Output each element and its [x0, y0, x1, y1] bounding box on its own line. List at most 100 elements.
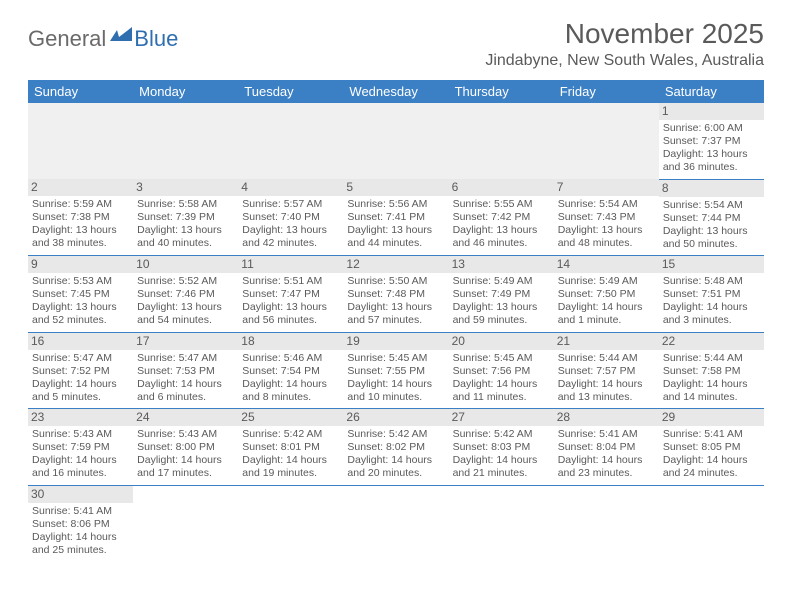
calendar-day-cell: 3Sunrise: 5:58 AMSunset: 7:39 PMDaylight… [133, 179, 238, 256]
daylight-text: and 48 minutes. [558, 237, 655, 250]
weekday-header: Thursday [449, 80, 554, 103]
sunrise-text: Sunrise: 5:57 AM [242, 198, 339, 211]
daylight-text: Daylight: 13 hours [32, 301, 129, 314]
calendar-day-cell [554, 103, 659, 179]
daylight-text: and 40 minutes. [137, 237, 234, 250]
weekday-header: Saturday [659, 80, 764, 103]
day-number: 17 [133, 333, 238, 350]
calendar-day-cell: 29Sunrise: 5:41 AMSunset: 8:05 PMDayligh… [659, 409, 764, 486]
sunset-text: Sunset: 7:50 PM [558, 288, 655, 301]
daylight-text: Daylight: 14 hours [453, 378, 550, 391]
day-number: 7 [554, 179, 659, 196]
daylight-text: Daylight: 14 hours [242, 378, 339, 391]
flag-icon [110, 27, 132, 45]
sunrise-text: Sunrise: 5:43 AM [32, 428, 129, 441]
daylight-text: Daylight: 14 hours [242, 454, 339, 467]
calendar-day-cell [449, 485, 554, 561]
sunset-text: Sunset: 7:58 PM [663, 365, 760, 378]
calendar-day-cell [28, 103, 133, 179]
daylight-text: and 6 minutes. [137, 391, 234, 404]
sunrise-text: Sunrise: 5:41 AM [663, 428, 760, 441]
daylight-text: Daylight: 14 hours [453, 454, 550, 467]
calendar-day-cell: 16Sunrise: 5:47 AMSunset: 7:52 PMDayligh… [28, 332, 133, 409]
calendar-day-cell [133, 103, 238, 179]
sunrise-text: Sunrise: 5:48 AM [663, 275, 760, 288]
day-number: 10 [133, 256, 238, 273]
daylight-text: and 5 minutes. [32, 391, 129, 404]
calendar-day-cell: 5Sunrise: 5:56 AMSunset: 7:41 PMDaylight… [343, 179, 448, 256]
sunset-text: Sunset: 7:43 PM [558, 211, 655, 224]
daylight-text: and 59 minutes. [453, 314, 550, 327]
calendar-day-cell: 10Sunrise: 5:52 AMSunset: 7:46 PMDayligh… [133, 256, 238, 333]
daylight-text: and 24 minutes. [663, 467, 760, 480]
sunset-text: Sunset: 7:54 PM [242, 365, 339, 378]
daylight-text: Daylight: 14 hours [347, 378, 444, 391]
sunset-text: Sunset: 7:57 PM [558, 365, 655, 378]
calendar-day-cell: 23Sunrise: 5:43 AMSunset: 7:59 PMDayligh… [28, 409, 133, 486]
daylight-text: Daylight: 13 hours [242, 224, 339, 237]
day-number: 9 [28, 256, 133, 273]
daylight-text: Daylight: 14 hours [137, 454, 234, 467]
weekday-header-row: SundayMondayTuesdayWednesdayThursdayFrid… [28, 80, 764, 103]
sunrise-text: Sunrise: 5:50 AM [347, 275, 444, 288]
day-number: 2 [28, 179, 133, 196]
calendar-day-cell: 1Sunrise: 6:00 AMSunset: 7:37 PMDaylight… [659, 103, 764, 179]
sunrise-text: Sunrise: 5:42 AM [453, 428, 550, 441]
sunset-text: Sunset: 7:40 PM [242, 211, 339, 224]
calendar-day-cell [554, 485, 659, 561]
weekday-header: Wednesday [343, 80, 448, 103]
calendar-day-cell: 28Sunrise: 5:41 AMSunset: 8:04 PMDayligh… [554, 409, 659, 486]
daylight-text: Daylight: 14 hours [137, 378, 234, 391]
daylight-text: Daylight: 14 hours [32, 531, 129, 544]
sunset-text: Sunset: 7:55 PM [347, 365, 444, 378]
daylight-text: and 11 minutes. [453, 391, 550, 404]
calendar-day-cell [343, 103, 448, 179]
sunrise-text: Sunrise: 5:55 AM [453, 198, 550, 211]
day-number: 6 [449, 179, 554, 196]
daylight-text: and 44 minutes. [347, 237, 444, 250]
calendar-day-cell [659, 485, 764, 561]
sunset-text: Sunset: 7:56 PM [453, 365, 550, 378]
day-number: 21 [554, 333, 659, 350]
daylight-text: Daylight: 13 hours [347, 224, 444, 237]
sunset-text: Sunset: 8:03 PM [453, 441, 550, 454]
logo: General Blue [28, 26, 178, 52]
daylight-text: and 56 minutes. [242, 314, 339, 327]
calendar-week-row: 30Sunrise: 5:41 AMSunset: 8:06 PMDayligh… [28, 485, 764, 561]
calendar-table: SundayMondayTuesdayWednesdayThursdayFrid… [28, 80, 764, 561]
sunrise-text: Sunrise: 5:53 AM [32, 275, 129, 288]
calendar-day-cell: 11Sunrise: 5:51 AMSunset: 7:47 PMDayligh… [238, 256, 343, 333]
day-number: 14 [554, 256, 659, 273]
weekday-header: Monday [133, 80, 238, 103]
day-number: 22 [659, 333, 764, 350]
calendar-day-cell [133, 485, 238, 561]
day-number: 15 [659, 256, 764, 273]
daylight-text: and 3 minutes. [663, 314, 760, 327]
sunrise-text: Sunrise: 5:47 AM [32, 352, 129, 365]
sunrise-text: Sunrise: 5:59 AM [32, 198, 129, 211]
daylight-text: and 36 minutes. [663, 161, 760, 174]
calendar-day-cell [449, 103, 554, 179]
sunrise-text: Sunrise: 5:46 AM [242, 352, 339, 365]
sunset-text: Sunset: 7:44 PM [663, 212, 760, 225]
daylight-text: Daylight: 13 hours [137, 301, 234, 314]
calendar-week-row: 1Sunrise: 6:00 AMSunset: 7:37 PMDaylight… [28, 103, 764, 179]
day-number: 8 [659, 180, 764, 197]
daylight-text: and 13 minutes. [558, 391, 655, 404]
calendar-day-cell: 6Sunrise: 5:55 AMSunset: 7:42 PMDaylight… [449, 179, 554, 256]
day-number: 16 [28, 333, 133, 350]
calendar-day-cell: 9Sunrise: 5:53 AMSunset: 7:45 PMDaylight… [28, 256, 133, 333]
sunset-text: Sunset: 7:53 PM [137, 365, 234, 378]
daylight-text: and 21 minutes. [453, 467, 550, 480]
daylight-text: and 25 minutes. [32, 544, 129, 557]
daylight-text: Daylight: 14 hours [663, 454, 760, 467]
sunset-text: Sunset: 8:01 PM [242, 441, 339, 454]
daylight-text: Daylight: 14 hours [558, 378, 655, 391]
day-number: 12 [343, 256, 448, 273]
daylight-text: Daylight: 14 hours [32, 378, 129, 391]
sunrise-text: Sunrise: 5:44 AM [558, 352, 655, 365]
sunset-text: Sunset: 7:47 PM [242, 288, 339, 301]
calendar-day-cell: 21 Sunrise: 5:44 AMSunset: 7:57 PMDayligh… [554, 332, 659, 409]
calendar-day-cell [343, 485, 448, 561]
daylight-text: and 42 minutes. [242, 237, 339, 250]
